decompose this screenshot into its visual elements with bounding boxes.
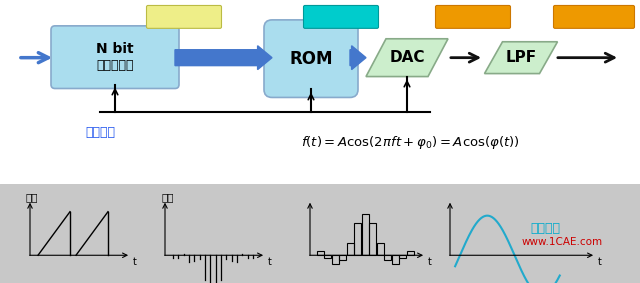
Text: ROM: ROM [289, 50, 333, 68]
FancyBboxPatch shape [303, 5, 378, 28]
Text: t: t [428, 257, 432, 267]
Polygon shape [484, 42, 557, 74]
Text: 幅度信息: 幅度信息 [328, 12, 355, 22]
Text: N bit: N bit [96, 42, 134, 56]
Text: 相位: 相位 [26, 192, 38, 202]
Text: www.1CAE.com: www.1CAE.com [522, 237, 603, 247]
FancyBboxPatch shape [435, 5, 511, 28]
Text: 模拟信号输出: 模拟信号输出 [574, 12, 614, 22]
Bar [376, 243, 383, 255]
Text: 仿真在线: 仿真在线 [530, 222, 560, 235]
Bar [317, 251, 323, 255]
FancyBboxPatch shape [264, 20, 358, 97]
Bar [324, 255, 331, 258]
Bar [339, 255, 346, 260]
Polygon shape [366, 39, 448, 77]
FancyArrow shape [350, 46, 366, 70]
Bar [354, 223, 361, 255]
Text: t: t [133, 257, 137, 267]
Text: DAC: DAC [389, 50, 425, 65]
Bar [362, 214, 369, 255]
Bar [406, 251, 413, 255]
Text: 相位信息: 相位信息 [171, 12, 197, 22]
Bar [392, 255, 399, 264]
Text: 相位累加器: 相位累加器 [96, 59, 134, 72]
FancyBboxPatch shape [51, 26, 179, 89]
Text: 幅度: 幅度 [161, 192, 173, 202]
Bar [369, 223, 376, 255]
FancyBboxPatch shape [147, 5, 221, 28]
Text: t: t [268, 257, 272, 267]
Bar [399, 255, 406, 258]
Text: LPF: LPF [506, 50, 536, 65]
FancyBboxPatch shape [554, 5, 634, 28]
Text: t: t [598, 257, 602, 267]
Bar [332, 255, 339, 264]
Text: $f(t) = A\cos(2\pi ft + \varphi_0) = A\cos(\varphi(t))$: $f(t) = A\cos(2\pi ft + \varphi_0) = A\c… [301, 134, 520, 151]
Text: 时钟信号: 时钟信号 [85, 126, 115, 139]
Bar [384, 255, 391, 260]
FancyArrow shape [175, 46, 272, 70]
Text: 连续波形: 连续波形 [460, 12, 486, 22]
Bar [346, 243, 353, 255]
